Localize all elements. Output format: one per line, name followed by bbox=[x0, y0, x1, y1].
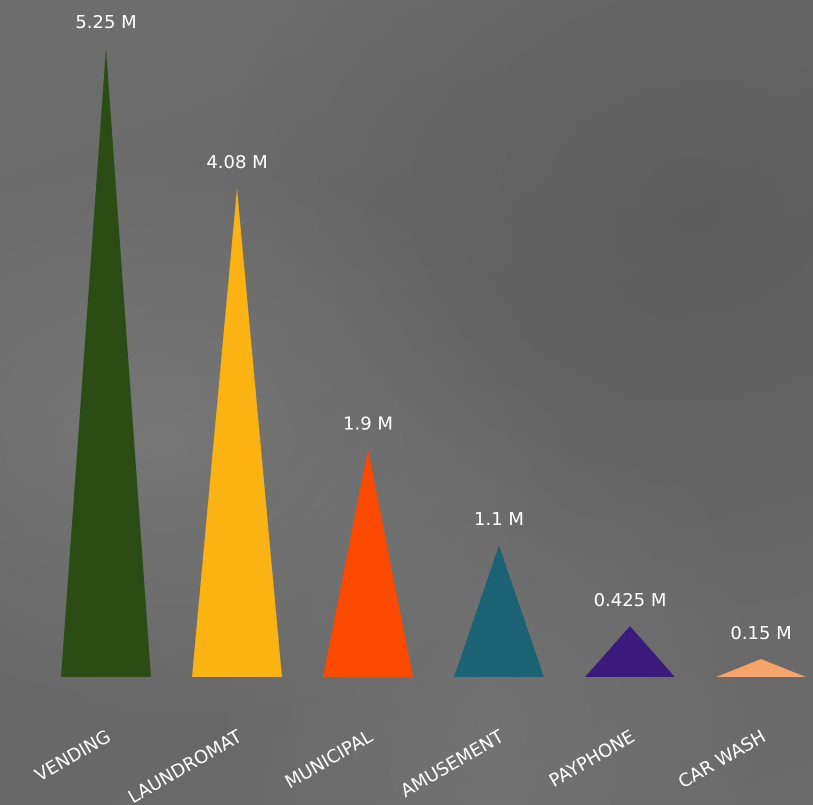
data-label: 0.425 M bbox=[594, 590, 667, 611]
category-label: VENDING bbox=[31, 726, 114, 786]
triangle-bar-laundromat bbox=[192, 188, 282, 678]
category-label: CAR WASH bbox=[675, 726, 770, 793]
category-label: MUNICIPAL bbox=[282, 726, 377, 793]
triangle-bar-amusement bbox=[454, 545, 544, 677]
triangle-bar-car-wash bbox=[716, 659, 806, 677]
data-label: 0.15 M bbox=[730, 623, 791, 644]
data-label: 1.1 M bbox=[474, 509, 524, 530]
triangle-bar-payphone bbox=[585, 626, 675, 677]
triangle-bar-municipal bbox=[323, 449, 413, 677]
category-label: LAUNDROMAT bbox=[125, 726, 247, 805]
data-label: 5.25 M bbox=[75, 12, 136, 33]
category-label: AMUSEMENT bbox=[397, 726, 508, 802]
triangle-bar-vending bbox=[61, 48, 151, 677]
category-label: PAYPHONE bbox=[546, 726, 639, 792]
data-label: 1.9 M bbox=[343, 413, 393, 434]
data-label: 4.08 M bbox=[206, 152, 267, 173]
